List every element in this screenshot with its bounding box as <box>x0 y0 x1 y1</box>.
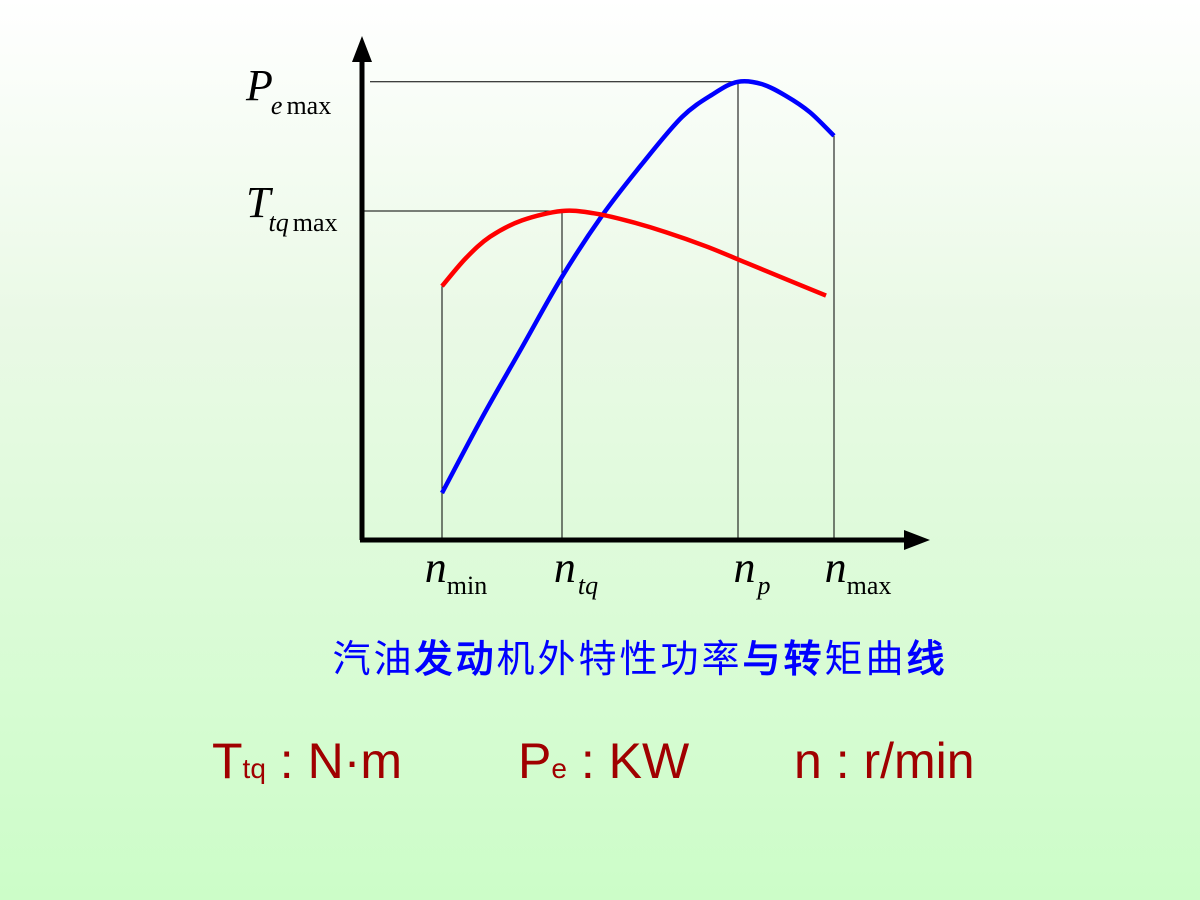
power-unit: Pe : KW <box>518 732 689 790</box>
units-legend: Ttq : N·m Pe : KW n : r/min <box>212 732 1192 802</box>
chart-caption: 汽油发动机外特性功率与转矩曲线 <box>0 628 1200 683</box>
caption-part-1: 汽油 <box>332 637 415 681</box>
caption-part-6: 线 <box>906 637 948 681</box>
engine-characteristic-chart: nmin ntq np nmax Pe max Ttq max <box>245 36 930 600</box>
x-tick-n_max: nmax <box>825 543 892 600</box>
torque-unit: Ttq : N·m <box>212 732 402 790</box>
power-symbol: P <box>518 733 552 789</box>
axes <box>352 36 930 550</box>
torque-symbol: T <box>212 733 243 789</box>
x-tick-n_tq: ntq <box>554 543 598 600</box>
y-axis-arrow <box>352 36 372 62</box>
power-unit-text: : KW <box>566 733 690 789</box>
speed-symbol: n <box>794 733 822 789</box>
tick-labels: nmin ntq np nmax Pe max Ttq max <box>245 61 891 600</box>
y-tick-P_emax: Pe max <box>245 61 331 120</box>
speed-unit: n : r/min <box>794 732 975 790</box>
caption-part-3: 机外特性功率 <box>496 637 743 681</box>
caption-part-4: 与转 <box>742 637 825 681</box>
y-tick-T_tqmax: Ttq max <box>246 178 337 237</box>
caption-part-5: 矩曲 <box>824 637 907 681</box>
power-curve <box>440 78 836 495</box>
torque-subscript: tq <box>242 753 266 784</box>
x-tick-n_p: np <box>734 543 771 600</box>
caption-part-2: 发动 <box>414 637 497 681</box>
speed-unit-text: : r/min <box>821 733 975 789</box>
power-subscript: e <box>551 753 567 784</box>
x-axis-arrow <box>904 530 930 550</box>
x-tick-n_min: nmin <box>425 543 487 600</box>
torque-unit-text: : N·m <box>265 733 402 789</box>
guide-lines <box>362 81 835 540</box>
torque-curve <box>440 208 827 298</box>
curves <box>440 78 836 495</box>
